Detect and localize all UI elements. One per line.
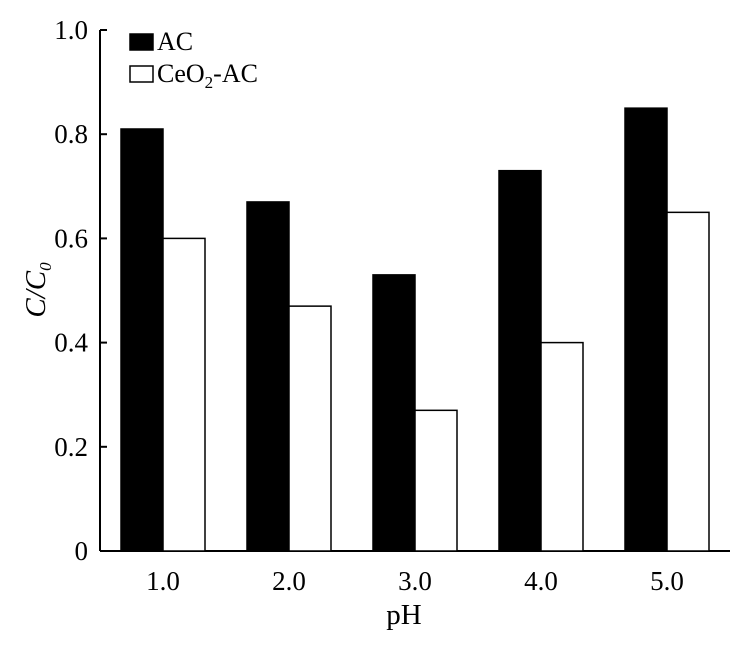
legend-swatch-ac: [129, 33, 154, 51]
bar-ac-1.0: [120, 128, 164, 552]
y-tick-label: 0.6: [54, 223, 88, 253]
legend-label-ceo2-main: CeO: [157, 59, 205, 88]
y-tick-label: 1.0: [54, 15, 88, 45]
legend: AC CeO2-AC: [129, 27, 258, 92]
legend-label-ceo2-sub: 2: [205, 73, 214, 92]
x-tick-label: 3.0: [398, 566, 432, 596]
x-tick-label: 1.0: [146, 566, 180, 596]
x-tick-label: 2.0: [272, 566, 306, 596]
x-axis-label: pH: [386, 599, 422, 631]
y-tick-label: 0.4: [54, 328, 88, 358]
y-axis-label-main: C/C: [20, 270, 52, 317]
bar-ceo2-ac-5.0: [666, 211, 710, 552]
legend-swatch-ceo2-ac: [129, 65, 154, 83]
bar-ac-4.0: [498, 169, 542, 552]
x-tick-label: 4.0: [524, 566, 558, 596]
y-tick-label: 0: [75, 536, 89, 566]
bar-ac-2.0: [246, 201, 290, 552]
y-ticks: 0 0.2 0.4 0.6 0.8 1.0: [54, 15, 107, 566]
bar-ac-5.0: [624, 107, 668, 552]
legend-label-ac: AC: [157, 27, 193, 56]
bars: [120, 107, 710, 552]
legend-label-ceo2-tail: -AC: [213, 59, 258, 88]
bar-ceo2-ac-3.0: [414, 409, 458, 552]
y-tick-label: 0.8: [54, 119, 88, 149]
bar-ceo2-ac-1.0: [162, 237, 206, 552]
y-tick-label: 0.2: [54, 432, 88, 462]
bar-ceo2-ac-2.0: [288, 305, 332, 552]
legend-label-ceo2-ac: CeO2-AC: [157, 59, 258, 92]
y-axis-label-subscript: 0: [36, 262, 55, 271]
bar-ceo2-ac-4.0: [540, 341, 584, 552]
x-ticks: 1.0 2.0 3.0 4.0 5.0: [146, 566, 684, 596]
y-axis-label: C/C0: [20, 262, 55, 318]
x-tick-label: 5.0: [650, 566, 684, 596]
bar-ac-3.0: [372, 274, 416, 552]
